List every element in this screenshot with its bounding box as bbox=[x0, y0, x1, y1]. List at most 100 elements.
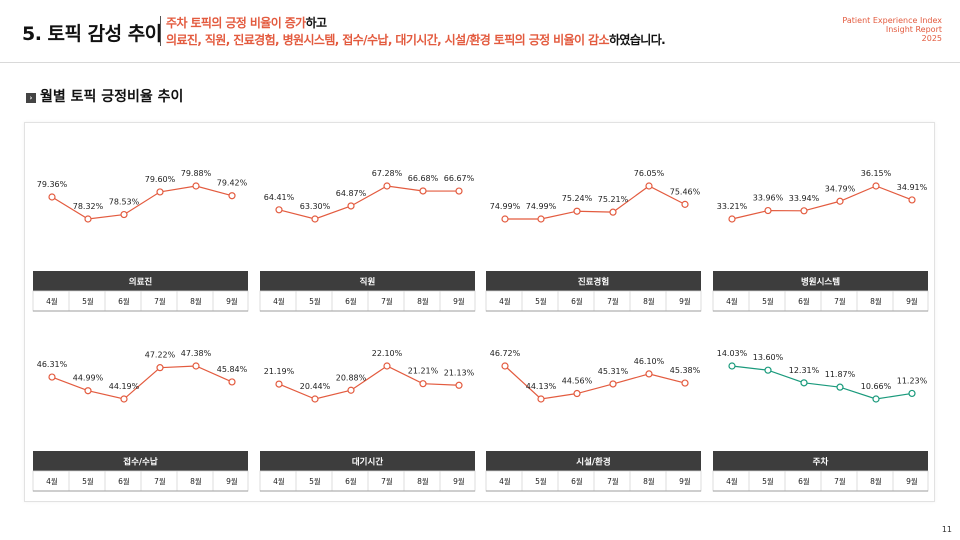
topic-header-의료진 bbox=[33, 271, 248, 291]
topic-title-진료경험: 진료경험 bbox=[578, 277, 609, 288]
data-point-병원시스템 bbox=[800, 207, 808, 215]
topic-title-의료진: 의료진 bbox=[129, 277, 153, 288]
data-label-접수-수납: 47.38% bbox=[181, 349, 212, 358]
data-point-주차 bbox=[728, 362, 736, 370]
category-label-진료경험: 5월 bbox=[535, 296, 547, 306]
category-label-시설-환경: 9월 bbox=[679, 476, 691, 486]
topic-title-시설-환경: 시설/환경 bbox=[576, 457, 610, 468]
arrow-box-icon: › bbox=[26, 93, 36, 103]
data-label-주차: 13.60% bbox=[753, 353, 784, 362]
category-row-대기시간 bbox=[259, 470, 476, 492]
category-label-대기시간: 7월 bbox=[381, 476, 393, 486]
category-label-진료경험: 8월 bbox=[643, 296, 655, 306]
category-label-의료진: 8월 bbox=[190, 296, 202, 306]
subtitle-line1-rest: 하고 bbox=[305, 16, 327, 30]
data-point-시설-환경 bbox=[645, 370, 653, 378]
data-point-시설-환경 bbox=[573, 389, 581, 398]
data-label-시설-환경: 46.10% bbox=[634, 357, 665, 366]
data-label-병원시스템: 33.21% bbox=[717, 202, 748, 211]
data-label-진료경험: 76.05% bbox=[634, 169, 665, 178]
data-point-의료진 bbox=[156, 188, 164, 196]
brand-line3: 2025 bbox=[921, 34, 942, 43]
data-point-진료경험 bbox=[609, 208, 617, 216]
topic-header-병원시스템 bbox=[713, 271, 928, 291]
data-point-직원 bbox=[347, 202, 355, 210]
series-line-접수-수납 bbox=[51, 365, 233, 400]
topic-header-직원 bbox=[260, 271, 475, 291]
data-point-진료경험 bbox=[645, 182, 653, 190]
category-label-대기시간: 5월 bbox=[309, 476, 321, 486]
category-label-직원: 7월 bbox=[381, 296, 393, 306]
category-label-시설-환경: 4월 bbox=[499, 476, 511, 486]
data-point-직원 bbox=[275, 206, 283, 214]
category-row-주차 bbox=[712, 470, 929, 492]
category-row-직원 bbox=[259, 290, 476, 312]
data-label-직원: 66.67% bbox=[444, 174, 475, 183]
data-point-대기시간 bbox=[455, 381, 463, 389]
data-label-의료진: 78.32% bbox=[73, 202, 104, 211]
data-point-시설-환경 bbox=[609, 380, 617, 388]
category-label-병원시스템: 6월 bbox=[798, 296, 810, 306]
data-point-접수-수납 bbox=[192, 362, 200, 370]
data-label-직원: 66.68% bbox=[408, 174, 439, 183]
data-point-직원 bbox=[311, 215, 319, 223]
data-label-대기시간: 20.44% bbox=[300, 382, 331, 391]
data-label-의료진: 79.36% bbox=[37, 180, 68, 189]
data-label-시설-환경: 45.31% bbox=[598, 367, 629, 376]
subtitle-line2-rest: 하였습니다. bbox=[608, 33, 666, 47]
data-label-병원시스템: 34.79% bbox=[825, 184, 856, 193]
brand-block: Patient Experience Index Insight Report … bbox=[842, 16, 942, 43]
data-label-대기시간: 21.19% bbox=[264, 367, 295, 376]
data-point-의료진 bbox=[84, 215, 92, 223]
data-point-진료경험 bbox=[681, 200, 689, 208]
data-label-진료경험: 74.99% bbox=[490, 202, 521, 211]
series-line-직원 bbox=[278, 185, 460, 220]
topic-header-접수-수납 bbox=[33, 451, 248, 471]
data-point-의료진 bbox=[228, 192, 236, 200]
title-divider bbox=[160, 16, 161, 46]
data-label-주차: 11.87% bbox=[825, 370, 856, 379]
data-point-접수-수납 bbox=[228, 378, 236, 386]
data-label-직원: 63.30% bbox=[300, 202, 331, 211]
data-point-접수-수납 bbox=[156, 364, 164, 372]
category-label-대기시간: 9월 bbox=[453, 476, 465, 486]
data-point-병원시스템 bbox=[908, 196, 916, 204]
category-label-의료진: 9월 bbox=[226, 296, 238, 306]
category-label-대기시간: 6월 bbox=[345, 476, 357, 486]
category-label-주차: 4월 bbox=[726, 476, 738, 486]
data-point-의료진 bbox=[192, 182, 200, 190]
data-label-병원시스템: 34.91% bbox=[897, 183, 928, 192]
charts-panel bbox=[24, 122, 935, 502]
category-label-시설-환경: 7월 bbox=[607, 476, 619, 486]
data-point-직원 bbox=[419, 187, 427, 195]
category-label-직원: 6월 bbox=[345, 296, 357, 306]
category-label-직원: 4월 bbox=[273, 296, 285, 306]
data-label-접수-수납: 45.84% bbox=[217, 365, 248, 374]
topic-title-접수-수납: 접수/수납 bbox=[123, 457, 158, 468]
header-divider bbox=[0, 62, 960, 63]
data-point-진료경험 bbox=[501, 215, 509, 223]
data-point-주차 bbox=[764, 366, 772, 374]
data-point-시설-환경 bbox=[681, 379, 689, 387]
category-label-주차: 9월 bbox=[906, 476, 918, 486]
category-row-의료진 bbox=[32, 290, 249, 312]
data-point-시설-환경 bbox=[537, 395, 545, 403]
category-label-진료경험: 9월 bbox=[679, 296, 691, 306]
series-line-진료경험 bbox=[505, 185, 686, 220]
data-label-직원: 64.41% bbox=[264, 193, 295, 202]
brand-line1: Patient Experience Index bbox=[842, 16, 942, 25]
series-line-주차 bbox=[731, 365, 913, 400]
data-label-주차: 11.23% bbox=[897, 376, 928, 385]
topic-title-주차: 주차 bbox=[813, 457, 829, 468]
category-label-병원시스템: 4월 bbox=[726, 296, 738, 306]
data-label-대기시간: 21.13% bbox=[444, 368, 475, 377]
data-point-병원시스템 bbox=[728, 215, 736, 223]
category-label-병원시스템: 5월 bbox=[762, 296, 774, 306]
category-row-시설-환경 bbox=[485, 470, 702, 492]
data-label-의료진: 79.60% bbox=[145, 175, 176, 184]
category-row-진료경험 bbox=[485, 290, 702, 312]
category-label-병원시스템: 8월 bbox=[870, 296, 882, 306]
topic-title-직원: 직원 bbox=[360, 277, 376, 288]
category-label-접수-수납: 9월 bbox=[226, 476, 238, 486]
